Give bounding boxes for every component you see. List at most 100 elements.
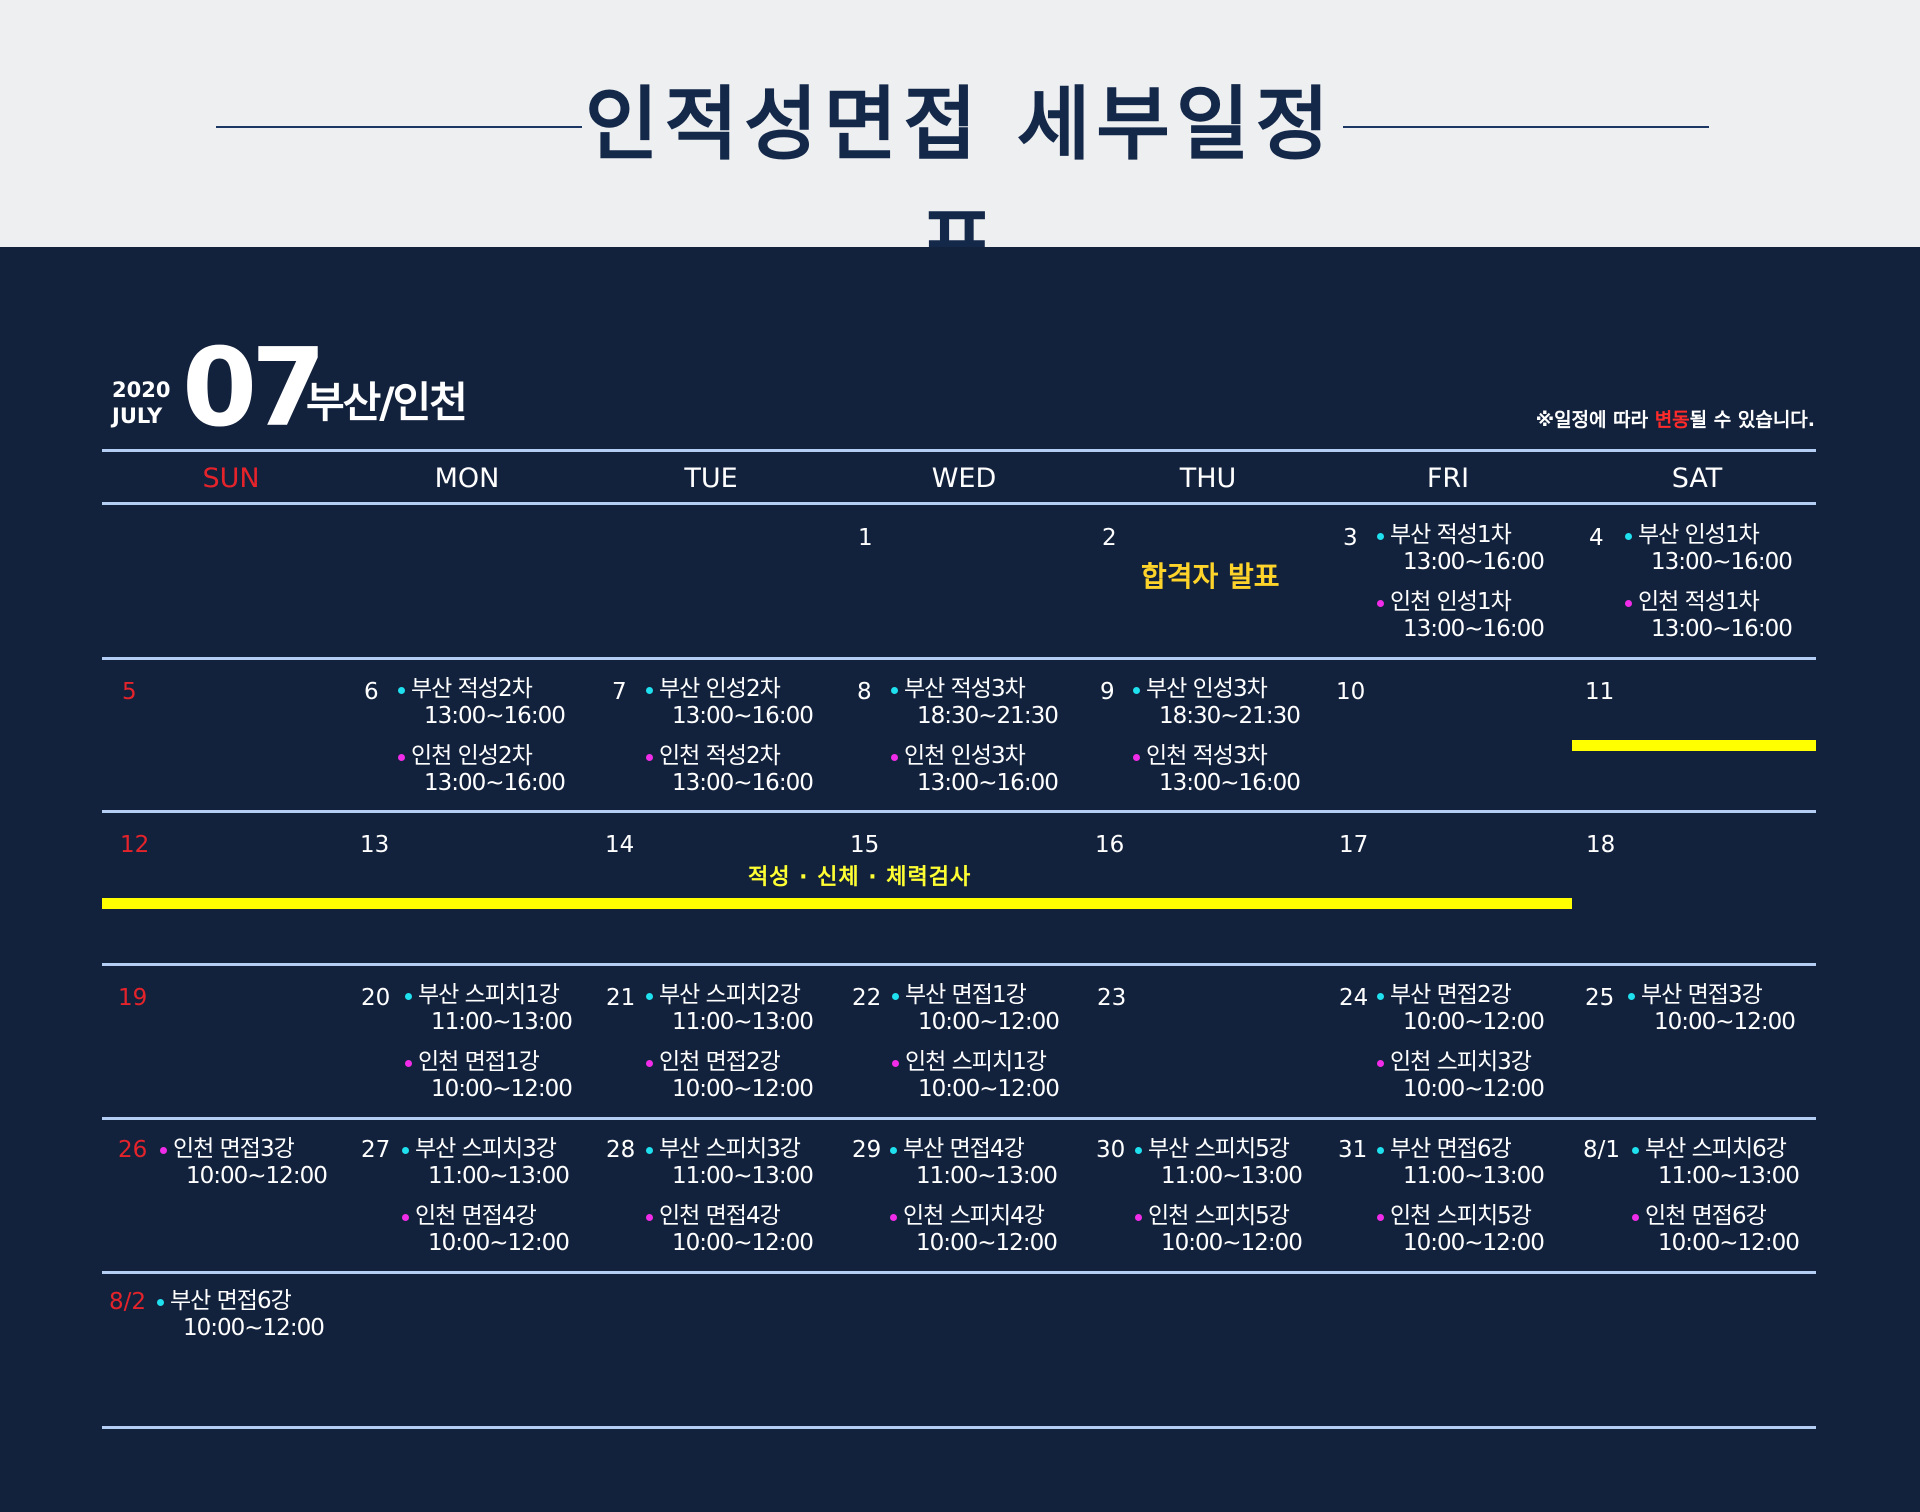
date-23: 23 <box>1097 985 1127 1011</box>
event-title: 부산 스피치1강 <box>418 982 560 1008</box>
page-header: 인적성면접 세부일정표 <box>0 0 1920 291</box>
date-3: 3 <box>1343 525 1358 551</box>
date-14: 14 <box>605 832 635 858</box>
event-time: 10:00~12:00 <box>1403 1230 1545 1256</box>
event-incheon: 인천 스피치1강 10:00~12:00 <box>892 1049 1060 1103</box>
date-6: 6 <box>364 679 379 705</box>
event-title: 부산 스피치3강 <box>659 1136 801 1162</box>
event-title: 부산 인성1차 <box>1638 522 1760 548</box>
announcement-label: 합격자 발표 <box>1141 560 1280 593</box>
date-22: 22 <box>852 985 882 1011</box>
date-30: 30 <box>1096 1137 1126 1163</box>
event-time: 11:00~13:00 <box>1658 1163 1800 1189</box>
date-aug-2: 8/2 <box>109 1289 147 1315</box>
incheon-dot <box>1377 1060 1384 1067</box>
event-incheon: 인천 스피치5강 10:00~12:00 <box>1377 1203 1545 1257</box>
year-label: 2020 <box>112 378 171 402</box>
event-incheon: 인천 면접4강 10:00~12:00 <box>646 1203 814 1257</box>
title-divider-right <box>1343 126 1709 128</box>
event-busan: 부산 스피치3강 11:00~13:00 <box>402 1136 570 1190</box>
event-title: 부산 스피치2강 <box>659 982 801 1008</box>
busan-dot <box>892 993 899 1000</box>
event-time: 10:00~12:00 <box>1654 1009 1796 1035</box>
event-busan: 부산 면접2강 10:00~12:00 <box>1377 982 1545 1036</box>
event-title: 부산 면접3강 <box>1641 982 1763 1008</box>
notice-highlight: 변동 <box>1654 409 1690 431</box>
date-16: 16 <box>1095 832 1125 858</box>
date-28: 28 <box>606 1137 636 1163</box>
event-busan: 부산 스피치6강 11:00~13:00 <box>1632 1136 1800 1190</box>
event-title: 부산 면접6강 <box>1390 1136 1512 1162</box>
grid-line-week3 <box>102 963 1816 966</box>
test-period-bar <box>102 898 1572 909</box>
event-busan: 부산 인성1차 13:00~16:00 <box>1625 522 1793 576</box>
event-time: 11:00~13:00 <box>1403 1163 1545 1189</box>
busan-dot <box>891 687 898 694</box>
date-20: 20 <box>361 985 391 1011</box>
date-29: 29 <box>852 1137 882 1163</box>
grid-line-week5 <box>102 1271 1816 1274</box>
event-busan: 부산 면접1강 10:00~12:00 <box>892 982 1060 1036</box>
event-time: 13:00~16:00 <box>917 770 1059 796</box>
date-4: 4 <box>1589 525 1604 551</box>
date-25: 25 <box>1585 985 1615 1011</box>
event-time: 10:00~12:00 <box>428 1230 570 1256</box>
incheon-dot <box>402 1214 409 1221</box>
dayname-mon: MON <box>434 463 500 494</box>
event-busan: 부산 적성3차 18:30~21:30 <box>891 676 1059 730</box>
event-time: 10:00~12:00 <box>1658 1230 1800 1256</box>
title-divider-left <box>216 126 582 128</box>
event-time: 13:00~16:00 <box>424 770 566 796</box>
dayname-sun: SUN <box>202 463 260 494</box>
busan-dot <box>1377 533 1384 540</box>
schedule-change-notice: ※일정에 따라 변동될 수 있습니다. <box>1536 407 1815 433</box>
busan-dot <box>1625 533 1632 540</box>
notice-suffix: 될 수 있습니다. <box>1689 409 1815 431</box>
incheon-dot <box>398 754 405 761</box>
event-title: 인천 적성3차 <box>1146 743 1268 769</box>
grid-line-header <box>102 502 1816 505</box>
event-time: 13:00~16:00 <box>1651 616 1793 642</box>
event-time: 18:30~21:30 <box>1159 703 1301 729</box>
busan-dot <box>157 1299 164 1306</box>
event-time: 13:00~16:00 <box>1651 549 1793 575</box>
event-time: 10:00~12:00 <box>918 1009 1060 1035</box>
event-busan: 부산 면접6강 11:00~13:00 <box>1377 1136 1545 1190</box>
busan-dot <box>890 1147 897 1154</box>
incheon-dot <box>1133 754 1140 761</box>
event-title: 부산 인성3차 <box>1146 676 1268 702</box>
event-title: 부산 면접4강 <box>903 1136 1025 1162</box>
incheon-dot <box>646 754 653 761</box>
event-busan: 부산 스피치5강 11:00~13:00 <box>1135 1136 1303 1190</box>
date-5: 5 <box>122 679 137 705</box>
date-21: 21 <box>606 985 636 1011</box>
date-2: 2 <box>1102 525 1117 551</box>
incheon-dot <box>1377 1214 1384 1221</box>
event-title: 부산 적성2차 <box>411 676 533 702</box>
event-time: 10:00~12:00 <box>916 1230 1058 1256</box>
event-busan: 부산 인성2차 13:00~16:00 <box>646 676 814 730</box>
event-incheon: 인천 적성1차 13:00~16:00 <box>1625 589 1793 643</box>
year-block: 2020 JULY <box>112 377 182 429</box>
busan-dot <box>1133 687 1140 694</box>
date-12: 12 <box>120 832 150 858</box>
test-period-bar-start <box>1572 740 1816 751</box>
event-incheon: 인천 스피치4강 10:00~12:00 <box>890 1203 1058 1257</box>
incheon-dot <box>160 1147 167 1154</box>
incheon-dot <box>1632 1214 1639 1221</box>
date-26: 26 <box>118 1137 148 1163</box>
busan-dot <box>1135 1147 1142 1154</box>
event-busan: 부산 스피치3강 11:00~13:00 <box>646 1136 814 1190</box>
event-busan: 부산 면접3강 10:00~12:00 <box>1628 982 1796 1036</box>
event-title: 인천 적성2차 <box>659 743 781 769</box>
event-title: 인천 면접6강 <box>1645 1203 1767 1229</box>
event-time: 11:00~13:00 <box>672 1009 814 1035</box>
event-busan: 부산 적성2차 13:00~16:00 <box>398 676 566 730</box>
busan-dot <box>646 1147 653 1154</box>
page-title: 인적성면접 세부일정표 <box>584 78 1336 291</box>
date-19: 19 <box>118 985 148 1011</box>
event-time: 10:00~12:00 <box>183 1315 325 1341</box>
month-name-label: JULY <box>112 404 163 428</box>
date-31: 31 <box>1338 1137 1368 1163</box>
event-incheon: 인천 면접4강 10:00~12:00 <box>402 1203 570 1257</box>
